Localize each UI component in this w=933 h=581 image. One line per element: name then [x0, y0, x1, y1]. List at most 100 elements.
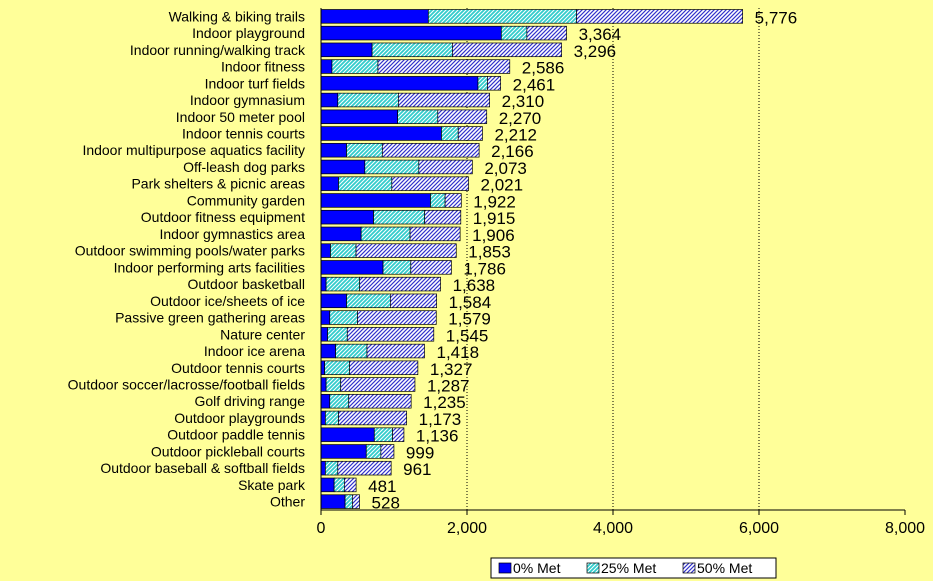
total-label: 1,418 [437, 343, 480, 362]
bar-segment [409, 226, 461, 242]
category-label: Outdoor ice/sheets of ice [150, 293, 305, 309]
x-tick-label: 8,000 [885, 520, 925, 537]
bar-segment [477, 76, 488, 91]
bar-segment [320, 394, 331, 409]
category-label: Park shelters & picnic areas [131, 176, 305, 192]
bar-segment [346, 143, 383, 158]
bar-segment [360, 226, 411, 242]
total-label: 2,166 [491, 142, 534, 161]
x-tick-label: 0 [317, 520, 326, 537]
bar-segment [487, 76, 502, 91]
total-label: 481 [368, 477, 396, 496]
bar-segment [366, 343, 425, 359]
bar-segment [344, 477, 357, 493]
bar-segment [381, 143, 480, 158]
category-label: Outdoor pickleball courts [151, 443, 305, 459]
bar-segment [500, 25, 528, 41]
total-label: 1,327 [430, 360, 473, 379]
bar-segment [377, 59, 511, 74]
bar-segment [338, 410, 407, 426]
legend-label: 25% Met [601, 560, 656, 576]
bar-segment [329, 394, 350, 409]
x-tick-labels: 0 2,000 4,000 6,000 8,000 [317, 510, 925, 537]
bar-segment [457, 126, 483, 141]
total-label: 3,364 [579, 25, 622, 44]
total-label: 1,545 [446, 326, 489, 345]
legend-box [490, 557, 777, 579]
bar-segment [320, 126, 442, 141]
bar-segment [329, 310, 358, 325]
bar-segment [325, 377, 342, 392]
total-label: 2,461 [513, 75, 556, 94]
bar-segment [320, 293, 347, 309]
category-label: Indoor running/walking track [130, 42, 306, 58]
bar-segment [320, 9, 429, 24]
total-label: 1,786 [463, 259, 506, 278]
bar-segment [346, 293, 391, 309]
legend-label: 0% Met [513, 560, 561, 576]
bar-segment [320, 460, 326, 476]
bar-segment [337, 92, 399, 108]
bar-segment [320, 327, 328, 342]
bar-segment [325, 410, 339, 426]
category-label: Community garden [187, 192, 305, 208]
bar-segment [382, 260, 412, 275]
category-label: Skate park [238, 477, 306, 493]
legend-swatch [682, 562, 696, 574]
x-tick-label: 4,000 [593, 520, 633, 537]
bar-segment [441, 126, 459, 141]
bar-segment [320, 226, 362, 242]
bar-segment [365, 444, 382, 459]
category-label: Outdoor soccer/lacrosse/football fields [68, 377, 305, 393]
total-label: 1,579 [448, 310, 491, 329]
category-label: Indoor turf fields [205, 75, 305, 91]
x-tick-label: 6,000 [739, 520, 779, 537]
total-label: 1,287 [427, 377, 470, 396]
bar-segment [333, 477, 345, 493]
bar-segment [576, 9, 743, 24]
total-label: 1,638 [453, 276, 496, 295]
total-label: 1,922 [473, 192, 516, 211]
bar-segment [430, 193, 446, 208]
total-label: 1,853 [468, 243, 511, 262]
legend-label: 50% Met [697, 560, 752, 576]
bar-segment [424, 209, 462, 225]
bar-segment [320, 159, 366, 175]
bar-segment [373, 209, 426, 225]
bar-segment [452, 42, 562, 58]
category-label: Indoor gymnastics area [159, 226, 305, 242]
bar-segment [324, 360, 350, 375]
legend-swatch [586, 562, 600, 574]
bar-segment [325, 276, 361, 292]
bar-segment [327, 327, 348, 342]
total-label: 1,173 [419, 410, 462, 429]
category-label: Outdoor paddle tennis [167, 427, 305, 443]
bar-segment [392, 427, 405, 442]
total-label: 1,915 [473, 209, 516, 228]
category-label: Passive green gathering areas [115, 310, 305, 326]
bar-segment [427, 9, 577, 24]
total-label: 2,212 [494, 126, 537, 145]
bar-segment [320, 276, 327, 292]
bar-segment [320, 444, 367, 459]
bar-segment [355, 243, 457, 258]
category-label: Outdoor playgrounds [174, 410, 305, 426]
bar-segment [335, 343, 368, 359]
bar-segment [320, 360, 325, 375]
bar-segment [331, 59, 379, 74]
total-label: 1,584 [449, 293, 492, 312]
bar-segment [337, 460, 392, 476]
category-label: Indoor playground [192, 25, 305, 41]
bar-segment [320, 427, 375, 442]
category-label: Outdoor basketball [187, 276, 305, 292]
bars [320, 9, 743, 509]
bar-segment [352, 494, 360, 509]
bar-segment [398, 92, 490, 108]
category-label: Outdoor tennis courts [171, 360, 305, 376]
bar-segment [338, 176, 393, 191]
bar-segment [320, 25, 502, 41]
total-label: 2,021 [481, 176, 524, 195]
